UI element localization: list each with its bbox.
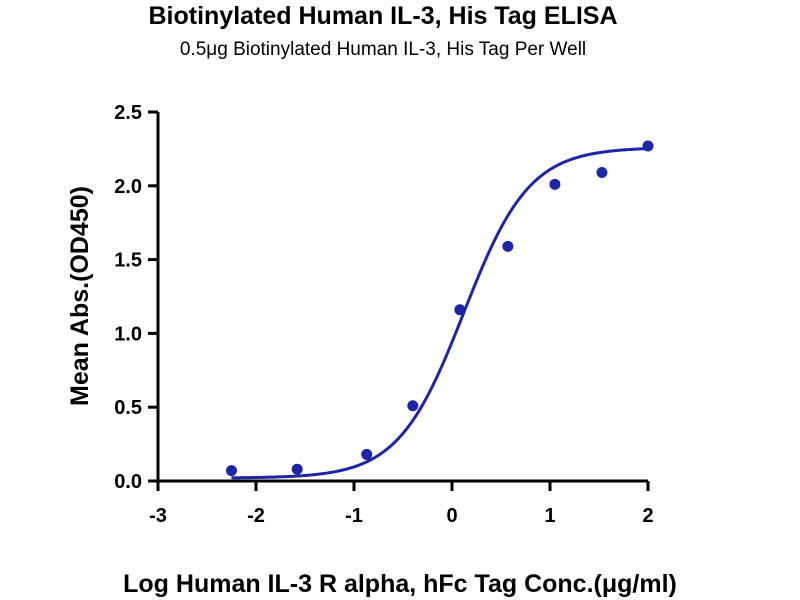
x-tick-label: 0	[446, 505, 457, 527]
data-point	[407, 400, 419, 412]
x-axis-label: Log Human IL-3 R alpha, hFc Tag Conc.(μg…	[123, 570, 677, 598]
data-point	[549, 178, 561, 190]
fit-curve	[231, 147, 649, 480]
chart-title: Biotinylated Human IL-3, His Tag ELISA	[148, 2, 617, 30]
data-point	[226, 465, 237, 477]
x-tick-label: -1	[345, 505, 363, 527]
x-tick-label: 1	[544, 505, 555, 527]
y-ticks: 0.0 0.5 1.0 1.5 2.0 2.5	[114, 102, 158, 493]
axes	[156, 112, 648, 483]
data-point	[502, 240, 514, 252]
y-tick-label: 2.5	[114, 102, 142, 124]
y-tick-label: 1.0	[114, 323, 142, 345]
chart-subtitle: 0.5μg Biotinylated Human IL-3, His Tag P…	[180, 39, 586, 60]
data-point	[454, 304, 466, 316]
y-tick-label: 2.0	[114, 176, 142, 198]
y-axis-label: Mean Abs.(OD450)	[66, 186, 94, 406]
data-point	[361, 448, 373, 460]
data-point	[291, 463, 303, 475]
x-ticks: -3 -2 -1 0 1 2	[149, 481, 654, 527]
y-tick-label: 0.0	[114, 471, 142, 493]
x-tick-label: 2	[642, 505, 653, 527]
y-tick-label: 0.5	[114, 397, 142, 419]
x-tick-label: -2	[247, 505, 265, 527]
x-tick-label: -3	[149, 505, 167, 527]
data-point	[596, 167, 608, 179]
data-points	[226, 140, 654, 477]
data-point	[642, 140, 654, 152]
y-tick-label: 1.5	[114, 250, 142, 272]
